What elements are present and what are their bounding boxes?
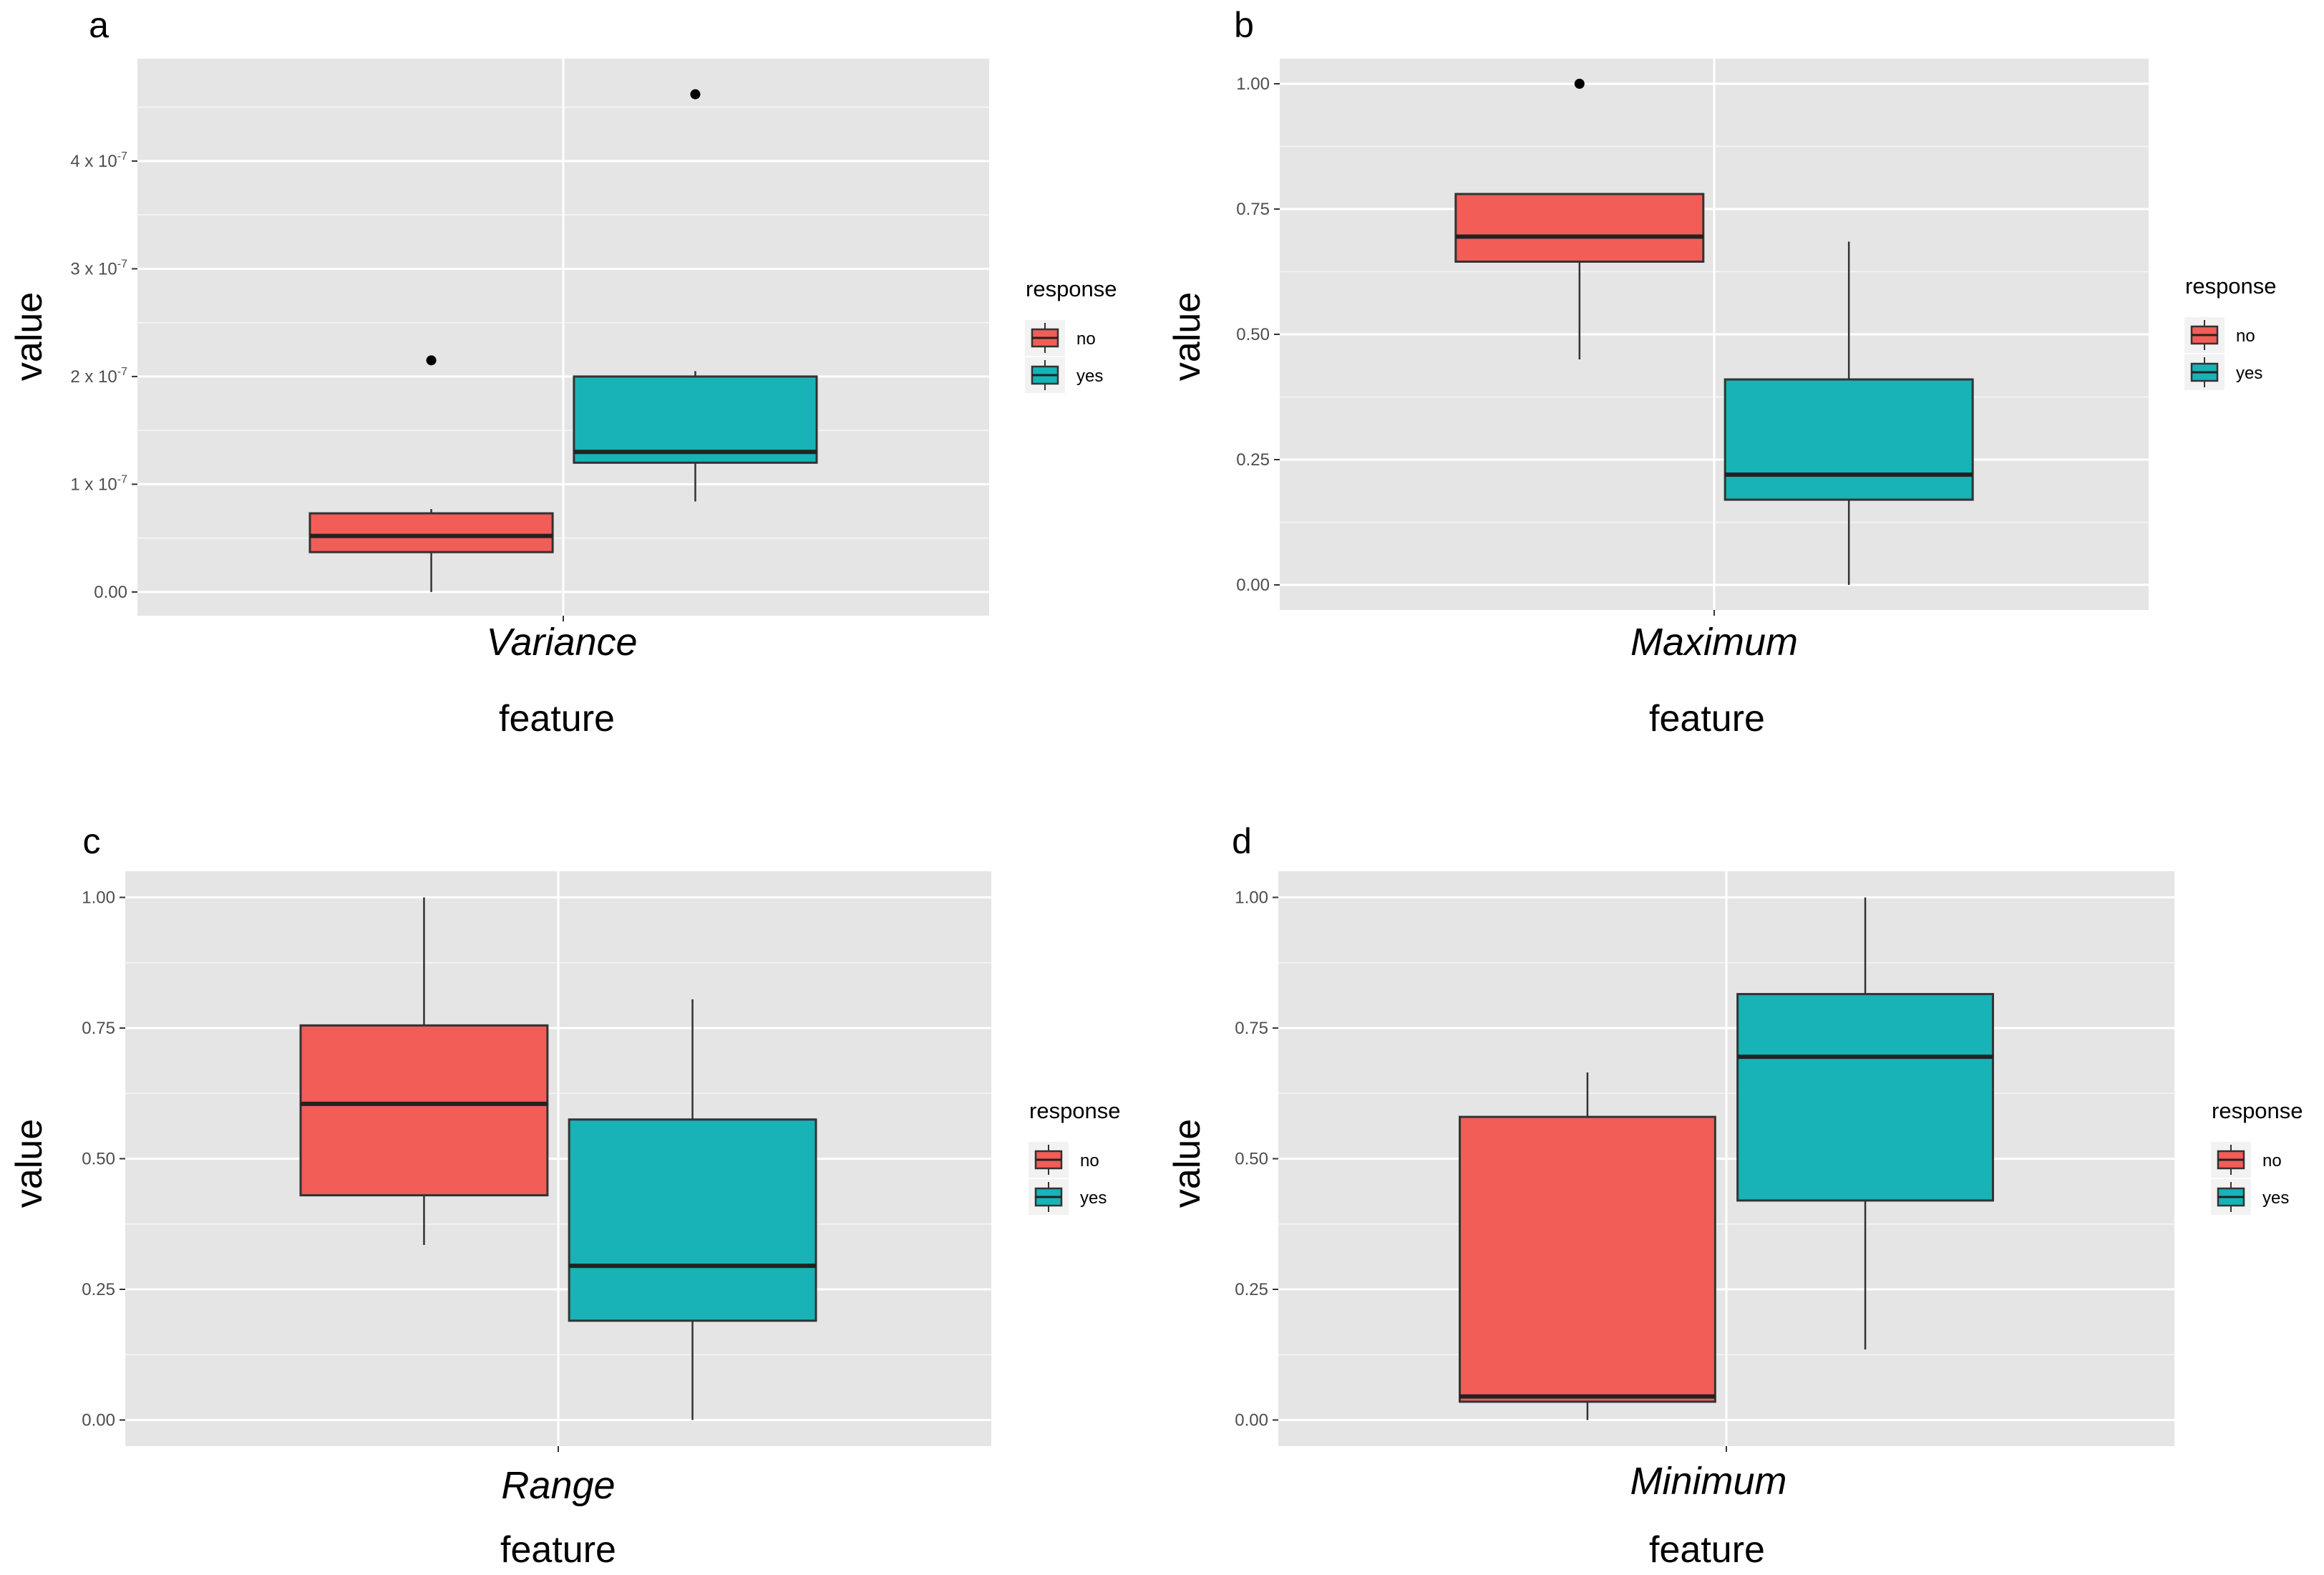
y-axis-title: value [9,292,50,381]
legend: response no yes [2211,1098,2303,1215]
x-category-label: Variance [486,621,637,664]
y-axis-title: value [1167,292,1208,381]
y-tick-label: 0.00 [82,1411,115,1430]
legend-label-no: no [1076,329,1096,349]
legend-title: response [2185,273,2277,299]
box-yes [573,89,818,502]
box-iqr [1736,993,1994,1202]
box-no [308,355,554,592]
x-axis-title: feature [1649,1529,1765,1571]
y-tick-label: 0.50 [1236,325,1270,344]
panel-d: 0.00 0.25 0.50 0.75 1.00 Minimum feature value d… [1167,821,2303,1571]
y-tick-label: 0.00 [94,583,127,602]
box-iqr [299,1024,549,1197]
y-tick-label: 4 x 10-7 [70,150,127,171]
legend-title: response [1026,276,1117,301]
panel-letter: c [83,821,101,861]
panel-c: 0.00 0.25 0.50 0.75 1.00 Range feature value c re… [9,821,1120,1571]
legend-label-yes: yes [1080,1188,1107,1208]
legend-label-yes: yes [2262,1188,2289,1208]
legend: response no yes [1025,276,1117,393]
box-yes [1736,897,1994,1349]
y-tick-label: 0.50 [1235,1150,1268,1169]
panel-a: 0.00 1 x 10-7 2 x 10-7 3 x 10-7 4 x 10-7 Vari… [9,5,1117,740]
y-tick-label: 1.00 [1236,74,1270,94]
legend-label-yes: yes [2236,364,2262,383]
panel-letter: b [1234,5,1254,45]
x-category-label: Range [501,1464,615,1507]
box-iqr [1459,1115,1716,1403]
y-tick-label: 2 x 10-7 [70,366,127,387]
outlier-point [690,89,701,100]
y-tick-label: 1.00 [1235,888,1268,908]
legend-title: response [2212,1098,2303,1123]
panel-b: 0.00 0.25 0.50 0.75 1.00 Maximum feature value b… [1167,5,2276,740]
x-category-label: Minimum [1630,1460,1786,1503]
panel-letter: d [1232,821,1252,861]
legend-label-no: no [2236,326,2255,346]
y-tick-label: 0.75 [1236,200,1270,219]
y-tick-label: 0.50 [82,1150,115,1169]
outlier-point [426,355,437,366]
box-no [299,897,549,1245]
x-axis-title: feature [1649,698,1765,740]
y-tick-label: 0.75 [1235,1019,1268,1038]
box-no [1459,1072,1716,1420]
legend-title: response [1029,1098,1121,1123]
y-tick-label: 0.00 [1235,1411,1268,1430]
legend-label-no: no [2262,1151,2282,1171]
x-axis-title: feature [499,698,615,740]
box-iqr [568,1118,817,1322]
y-tick-label: 0.00 [1236,576,1270,595]
box-iqr [1723,378,1974,501]
legend-label-no: no [1080,1151,1099,1171]
y-tick-label: 0.25 [1236,450,1270,470]
box-no [1454,79,1705,359]
y-tick-label: 3 x 10-7 [70,258,127,278]
y-axis-title: value [9,1119,50,1208]
box-yes [1723,241,1974,585]
y-tick-label: 0.75 [82,1019,115,1038]
panel-letter: a [89,5,109,45]
y-axis-title: value [1167,1119,1208,1208]
y-tick-label: 0.25 [82,1280,115,1299]
box-iqr [1454,193,1705,263]
legend: response no yes [2184,273,2277,390]
legend: response no yes [1029,1098,1121,1215]
x-category-label: Maximum [1630,621,1798,664]
x-axis-title: feature [500,1529,616,1571]
outlier-point [1574,79,1585,89]
y-tick-label: 1 x 10-7 [70,473,127,494]
box-iqr [573,375,818,464]
box-iqr [308,512,554,553]
y-tick-label: 0.25 [1235,1280,1268,1299]
y-tick-label: 1.00 [82,888,115,908]
legend-label-yes: yes [1076,367,1103,386]
box-yes [568,999,817,1420]
